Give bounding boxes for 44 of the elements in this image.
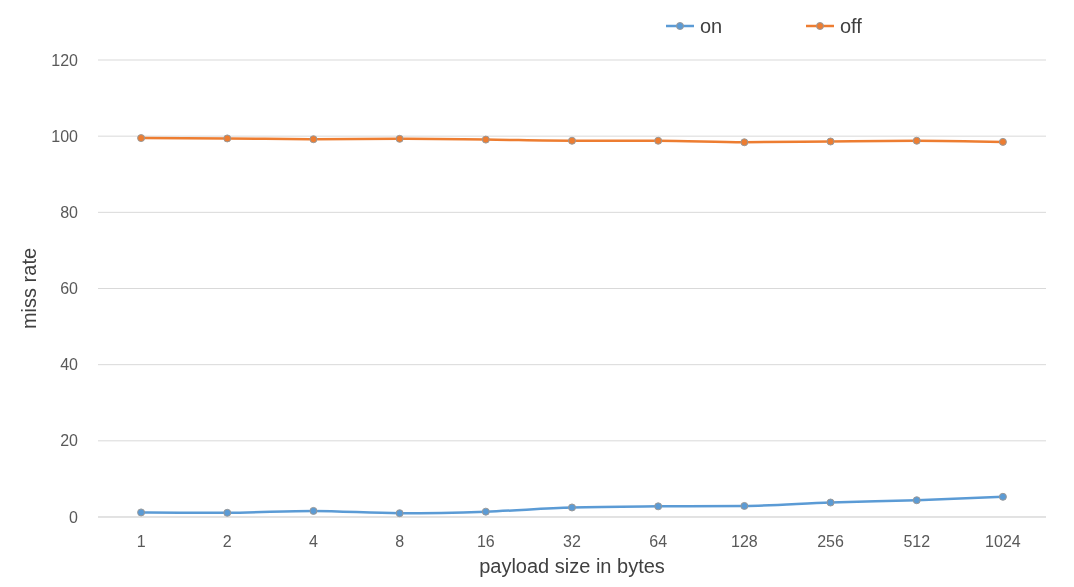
x-axis-title: payload size in bytes (479, 555, 665, 577)
y-tick-label: 40 (60, 356, 79, 374)
point (740, 138, 749, 147)
point (137, 508, 146, 517)
x-tick-label: 64 (649, 533, 668, 550)
point (568, 136, 576, 145)
y-axis-title: miss rate (18, 247, 40, 330)
x-tick-label: 256 (817, 533, 844, 550)
point (826, 137, 835, 146)
x-tick-label: 16 (476, 533, 495, 550)
y-tick-label: 0 (69, 508, 79, 526)
point (826, 498, 835, 507)
y-tick-label: 60 (60, 280, 79, 298)
point (654, 136, 663, 145)
point (481, 507, 490, 516)
x-tick-label: 1024 (985, 533, 1021, 550)
point (223, 508, 232, 517)
point (912, 496, 921, 505)
point (568, 503, 576, 512)
x-tick-label: 32 (563, 533, 581, 550)
x-tick-label: 8 (395, 533, 405, 550)
y-tick-label: 80 (60, 203, 79, 221)
x-tick-label: 512 (903, 533, 931, 550)
y-tick-label: 100 (51, 127, 79, 145)
y-tick-label: 120 (51, 51, 79, 69)
point (395, 134, 404, 143)
x-tick-label: 2 (222, 533, 232, 550)
x-tick-label: 1 (136, 533, 146, 550)
point (309, 506, 318, 515)
point (137, 134, 146, 143)
legend-label: off (840, 15, 863, 37)
legend-label: on (700, 15, 723, 37)
point (998, 492, 1007, 501)
point (223, 134, 232, 143)
x-tick-label: 4 (309, 533, 318, 550)
point (481, 135, 490, 144)
y-tick-label: 20 (60, 432, 79, 450)
point (998, 137, 1007, 146)
point (395, 509, 404, 518)
point (912, 136, 921, 145)
point (309, 135, 318, 144)
point (740, 501, 749, 510)
point (654, 502, 663, 511)
x-tick-label: 128 (731, 533, 758, 550)
